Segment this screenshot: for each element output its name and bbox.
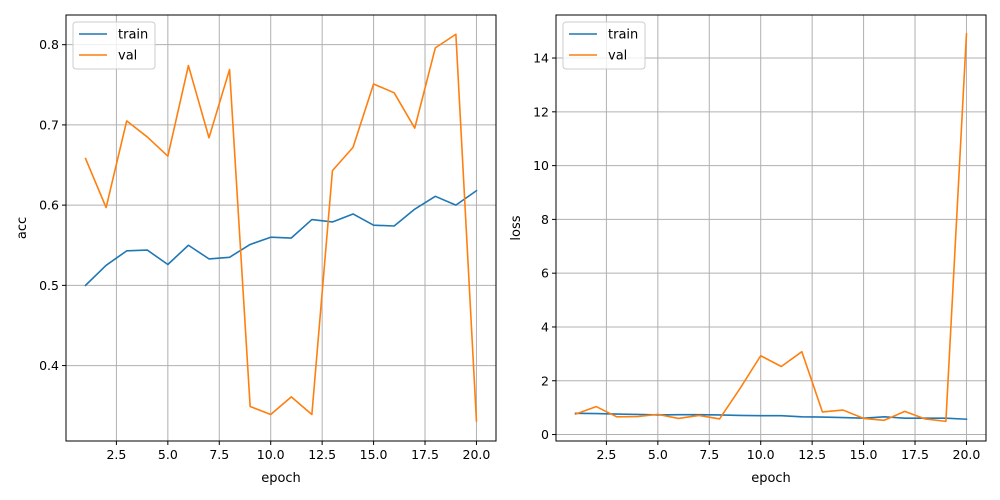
series-line-train (84, 189, 478, 287)
x-tick-label: 12.5 (308, 447, 336, 462)
legend-label-val: val (608, 49, 627, 64)
legend-label-train: train (608, 28, 638, 43)
loss-subplot: 2.5 5.0 7.5 10.0 12.5 15.0 17.5 20.0 0 2 4 6 8 10 12 14… (509, 14, 987, 486)
x-axis-label: epoch (261, 471, 301, 486)
y-tick-label: 0 (541, 427, 549, 442)
x-axis-label: epoch (751, 471, 791, 486)
y-tick-label: 6 (541, 266, 549, 281)
x-tick-label: 15.0 (360, 447, 388, 462)
y-tick-label: 0.6 (39, 198, 59, 213)
series-line-train (574, 412, 968, 421)
x-tick-label: 20.0 (953, 447, 981, 462)
y-tick-label: 8 (541, 212, 549, 227)
y-tick-label: 0.8 (39, 37, 59, 52)
x-tick-label: 20.0 (463, 447, 491, 462)
x-tick-label: 5.0 (158, 447, 178, 462)
series-line-val (574, 33, 968, 423)
y-tick-label: 0.5 (39, 278, 59, 293)
y-tick-label: 14 (533, 51, 549, 66)
x-tick-label: 2.5 (596, 447, 616, 462)
axes-frame (555, 14, 987, 442)
y-axis-label: acc (15, 217, 30, 239)
axes-frame (65, 14, 497, 442)
series-line-val (84, 33, 478, 422)
acc-subplot: 2.5 5.0 7.5 10.0 12.5 15.0 17.5 20.0 0.4 0.5 0.6 0.… (15, 14, 497, 486)
y-tick-label: 10 (533, 158, 549, 173)
x-tick-label: 2.5 (106, 447, 126, 462)
x-tick-label: 15.0 (850, 447, 878, 462)
x-tick-label: 5.0 (648, 447, 668, 462)
y-tick-label: 2 (541, 373, 549, 388)
x-tick-label: 10.0 (747, 447, 775, 462)
x-tick-label: 17.5 (901, 447, 929, 462)
y-tick-label: 0.4 (39, 358, 59, 373)
x-tick-label: 7.5 (699, 447, 719, 462)
legend: train val (72, 21, 156, 70)
x-tick-label: 12.5 (798, 447, 826, 462)
y-tick-label: 0.7 (39, 117, 59, 132)
y-axis-label: loss (509, 215, 524, 240)
x-tick-label: 7.5 (209, 447, 229, 462)
legend-label-train: train (118, 28, 148, 43)
y-tick-label: 4 (541, 319, 549, 334)
y-tick-label: 12 (533, 104, 549, 119)
legend: train val (562, 21, 646, 70)
x-tick-label: 10.0 (257, 447, 285, 462)
x-tick-label: 17.5 (411, 447, 439, 462)
legend-label-val: val (118, 49, 137, 64)
